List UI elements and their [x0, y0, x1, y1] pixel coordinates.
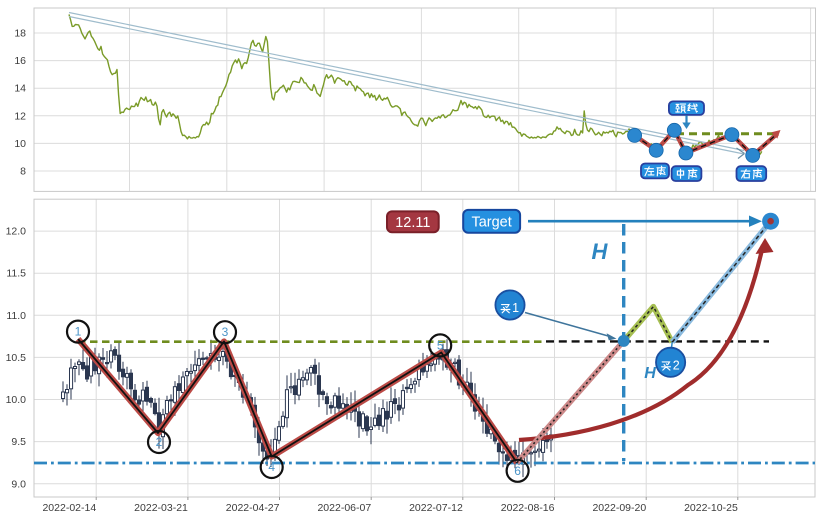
svg-text:1: 1: [512, 301, 519, 315]
svg-text:3: 3: [222, 325, 229, 339]
svg-text:18: 18: [14, 28, 26, 40]
svg-text:1: 1: [75, 325, 82, 339]
svg-text:H: H: [592, 239, 609, 264]
svg-text:2022-10-25: 2022-10-25: [684, 502, 738, 514]
svg-text:11.5: 11.5: [6, 268, 26, 280]
svg-text:2022-02-14: 2022-02-14: [42, 502, 96, 514]
svg-text:10.5: 10.5: [6, 352, 27, 364]
svg-text:10: 10: [14, 138, 26, 150]
svg-text:14: 14: [14, 83, 26, 95]
svg-text:2022-09-20: 2022-09-20: [592, 502, 646, 514]
svg-text:8: 8: [20, 166, 26, 178]
svg-text:2: 2: [673, 358, 680, 372]
svg-text:6: 6: [514, 464, 521, 478]
svg-text:2022-07-12: 2022-07-12: [409, 502, 463, 514]
svg-text:2022-08-16: 2022-08-16: [501, 502, 555, 514]
svg-text:12.0: 12.0: [6, 226, 27, 238]
svg-text:H: H: [644, 365, 656, 382]
svg-text:2022-06-07: 2022-06-07: [317, 502, 371, 514]
svg-text:12.11: 12.11: [395, 215, 430, 231]
svg-text:2: 2: [156, 435, 163, 449]
svg-text:Target: Target: [471, 215, 511, 231]
svg-text:10.0: 10.0: [6, 394, 27, 406]
svg-text:9.5: 9.5: [11, 436, 26, 448]
svg-text:2022-04-27: 2022-04-27: [226, 502, 280, 514]
svg-text:9.0: 9.0: [11, 478, 26, 490]
svg-text:5: 5: [437, 338, 444, 352]
svg-text:12: 12: [14, 110, 26, 122]
svg-text:16: 16: [14, 55, 26, 67]
svg-text:4: 4: [268, 460, 275, 474]
svg-text:2022-03-21: 2022-03-21: [134, 502, 188, 514]
svg-text:11.0: 11.0: [6, 310, 26, 322]
